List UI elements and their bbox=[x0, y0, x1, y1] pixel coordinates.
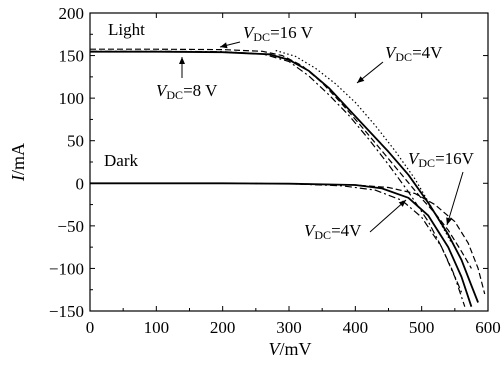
series-line-6 bbox=[90, 182, 473, 307]
y-tick-label: 50 bbox=[67, 132, 84, 151]
y-tick-label: 100 bbox=[59, 89, 85, 108]
y-tick-label: 150 bbox=[59, 47, 85, 66]
dark-label: Dark bbox=[104, 151, 138, 170]
vdc4-light-label: VDC=4V bbox=[385, 43, 443, 64]
arrow-vdc4-dark bbox=[369, 199, 407, 233]
x-tick-label: 400 bbox=[343, 318, 369, 337]
series-line-2 bbox=[90, 50, 479, 303]
annotation-arrows bbox=[179, 41, 464, 233]
y-tick-label: −100 bbox=[49, 259, 84, 278]
vdc8-light-label: VDC=8 V bbox=[156, 81, 218, 102]
x-tick-label: 200 bbox=[210, 318, 236, 337]
x-tick-label: 300 bbox=[276, 318, 302, 337]
x-tick-label: 0 bbox=[86, 318, 95, 337]
arrow-vdc16-light bbox=[219, 41, 241, 49]
x-tick-label: 600 bbox=[475, 318, 501, 337]
x-axis-label: V/mV bbox=[268, 339, 311, 359]
x-tick-label: 100 bbox=[144, 318, 170, 337]
series-line-4 bbox=[90, 182, 486, 295]
y-tick-label: −50 bbox=[57, 217, 84, 236]
series-line-3 bbox=[275, 49, 453, 244]
curves bbox=[90, 48, 486, 307]
y-tick-label: −150 bbox=[49, 302, 84, 321]
arrow-vdc8-light bbox=[179, 57, 185, 78]
y-axis-label: I/mA bbox=[8, 143, 28, 182]
light-label: Light bbox=[108, 20, 145, 39]
y-tick-label: 200 bbox=[59, 4, 85, 23]
vdc4-dark-label: VDC=4V bbox=[304, 221, 362, 242]
y-tick-label: 0 bbox=[76, 174, 85, 193]
x-tick-label: 500 bbox=[409, 318, 435, 337]
vdc16-light-label: VDC=16 V bbox=[243, 23, 314, 44]
series-line-0 bbox=[90, 48, 472, 269]
arrow-vdc16-dark bbox=[446, 171, 464, 226]
arrow-vdc4-light bbox=[356, 61, 384, 84]
series-line-5 bbox=[90, 182, 466, 307]
y-axis: 200 150 100 50 0 −50 −100 −150 bbox=[49, 4, 488, 321]
vdc16-dark-label: VDC=16V bbox=[408, 149, 475, 170]
x-axis: 0 100 200 300 400 500 600 bbox=[86, 13, 501, 337]
